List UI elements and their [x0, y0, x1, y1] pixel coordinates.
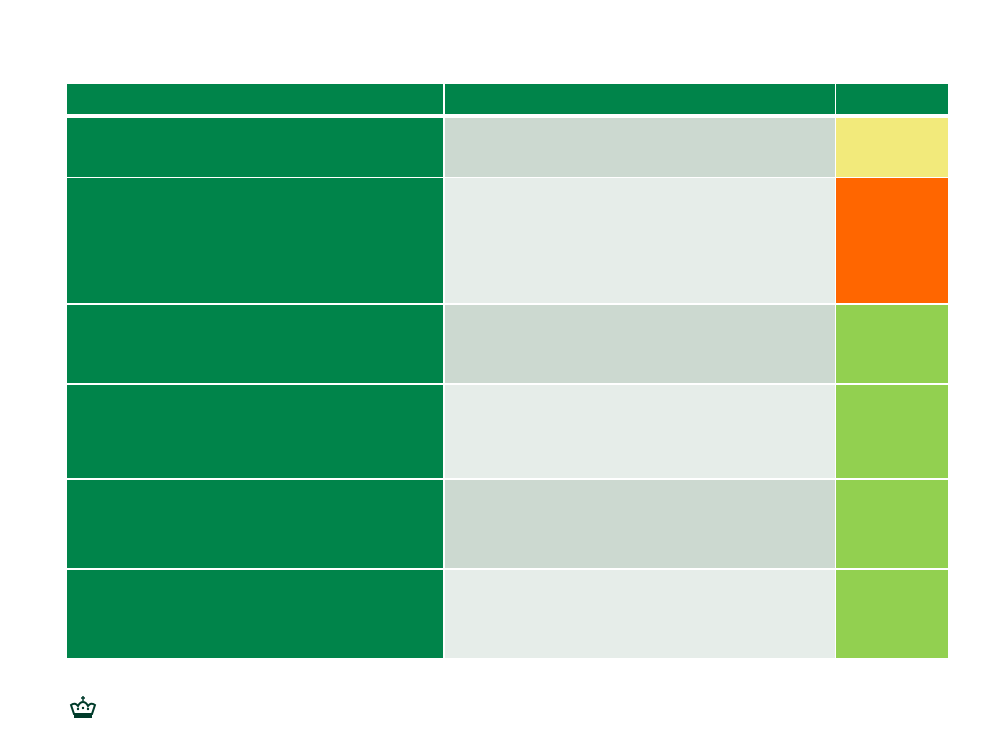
status-cell — [836, 480, 948, 568]
row-label-cell — [67, 178, 443, 303]
row-label-cell — [67, 118, 443, 177]
description-cell — [445, 480, 835, 568]
row-label-cell — [67, 305, 443, 383]
status-cell — [836, 118, 948, 177]
header-cell — [836, 84, 948, 114]
status-cell — [836, 305, 948, 383]
row-label-cell — [67, 480, 443, 568]
description-cell — [445, 305, 835, 383]
status-cell — [836, 178, 948, 303]
header-cell — [445, 84, 835, 114]
status-cell — [836, 385, 948, 478]
row-label-cell — [67, 570, 443, 658]
description-cell — [445, 178, 835, 303]
description-cell — [445, 385, 835, 478]
status-cell — [836, 570, 948, 658]
header-cell — [67, 84, 443, 114]
description-cell — [445, 570, 835, 658]
description-cell — [445, 118, 835, 177]
row-label-cell — [67, 385, 443, 478]
crown-logo — [69, 696, 97, 718]
